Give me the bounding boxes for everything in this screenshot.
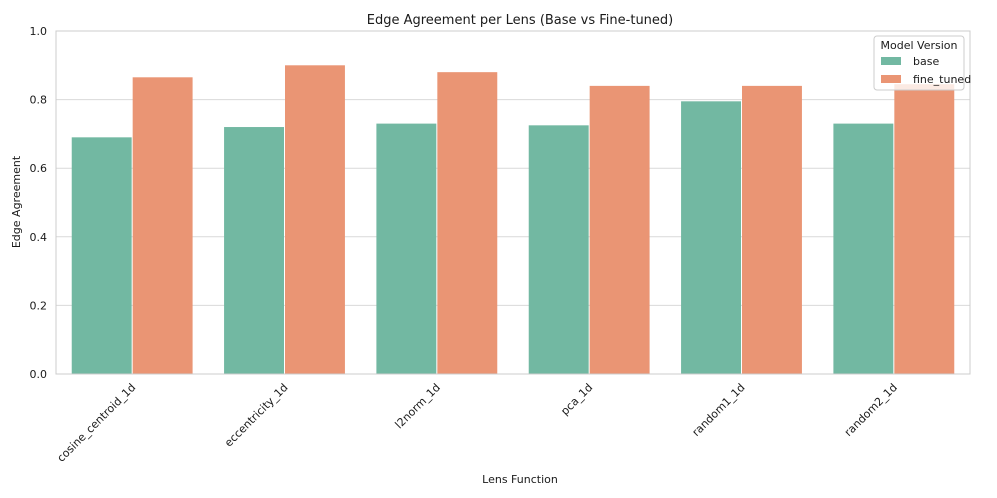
x-tick-label: eccentricity_1d bbox=[222, 381, 291, 450]
x-tick-label: cosine_centroid_1d bbox=[55, 381, 139, 465]
y-tick-label: 1.0 bbox=[30, 25, 48, 38]
legend: Model Version base fine_tuned bbox=[873, 35, 971, 91]
bar-base-random2_1d bbox=[833, 123, 894, 374]
bar-base-l2norm_1d bbox=[376, 123, 437, 374]
legend-label-fine_tuned: fine_tuned bbox=[913, 73, 971, 86]
plot-frame bbox=[55, 30, 971, 375]
bar-fine_tuned-random2_1d bbox=[894, 84, 955, 374]
bar-fine_tuned-random1_1d bbox=[742, 85, 802, 374]
y-axis-label: Edge Agreement bbox=[10, 155, 23, 248]
bar-fine_tuned-cosine_centroid_1d bbox=[132, 77, 193, 375]
bars bbox=[71, 65, 955, 375]
y-tick-label: 0.2 bbox=[30, 299, 48, 312]
legend-label-base: base bbox=[913, 55, 939, 68]
x-tick-label: pca_1d bbox=[558, 381, 595, 418]
bar-base-cosine_centroid_1d bbox=[71, 137, 132, 374]
legend-swatch-base bbox=[881, 57, 901, 65]
bar-fine_tuned-pca_1d bbox=[589, 85, 650, 374]
bar-base-random1_1d bbox=[681, 101, 741, 374]
x-tick-label: random1_1d bbox=[690, 381, 748, 439]
legend-swatch-fine_tuned bbox=[881, 75, 901, 83]
bar-fine_tuned-eccentricity_1d bbox=[285, 65, 345, 375]
bar-base-eccentricity_1d bbox=[224, 127, 284, 374]
bar-base-pca_1d bbox=[528, 125, 589, 374]
y-tick-label: 0.6 bbox=[30, 162, 48, 175]
gridlines bbox=[56, 30, 970, 375]
y-tick-label: 0.4 bbox=[30, 231, 48, 244]
legend-title: Model Version bbox=[881, 39, 958, 52]
x-tick-label: l2norm_1d bbox=[393, 381, 443, 431]
y-tick-label: 0.0 bbox=[30, 368, 48, 381]
chart-title: Edge Agreement per Lens (Base vs Fine-tu… bbox=[367, 13, 674, 28]
y-tick-labels: 0.0 0.2 0.4 0.6 0.8 1.0 bbox=[30, 25, 48, 381]
y-tick-label: 0.8 bbox=[30, 94, 48, 107]
x-axis-label: Lens Function bbox=[482, 473, 558, 486]
x-tick-label: random2_1d bbox=[842, 381, 900, 439]
bar-fine_tuned-l2norm_1d bbox=[437, 72, 498, 374]
x-tick-labels: cosine_centroid_1d eccentricity_1d l2norm_… bbox=[55, 381, 900, 465]
